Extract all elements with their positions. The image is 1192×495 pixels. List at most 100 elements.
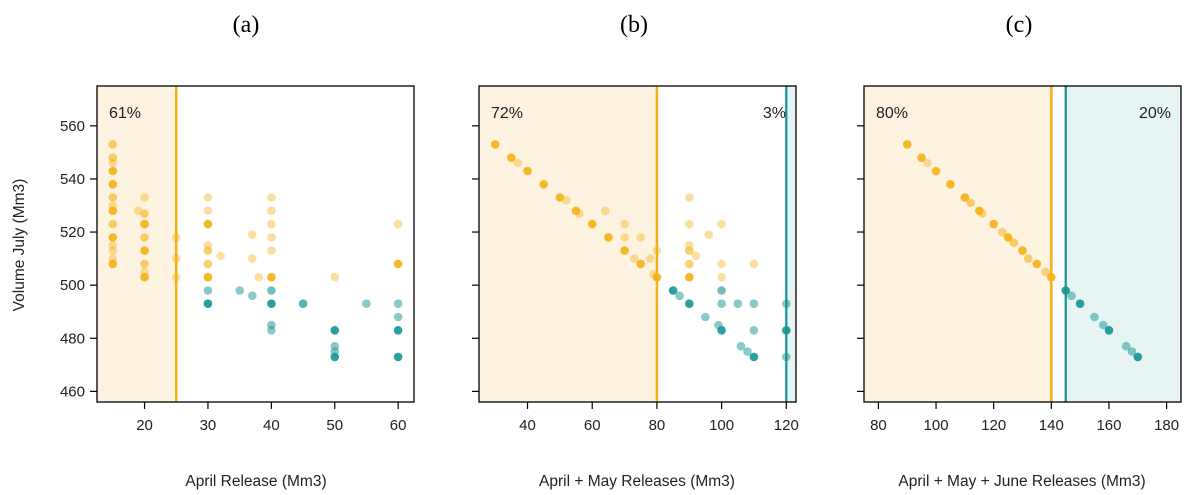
x-tick-label: 50 xyxy=(326,417,343,434)
orange-point xyxy=(108,206,118,216)
orange-point xyxy=(108,241,118,250)
orange-point xyxy=(108,246,118,255)
orange-point xyxy=(507,153,516,162)
orange-point xyxy=(685,272,694,282)
teal-point xyxy=(248,291,257,301)
panel-label-b: (b) xyxy=(620,12,648,38)
x-tick-label: 160 xyxy=(1096,417,1121,434)
orange-point xyxy=(203,272,213,282)
teal-point xyxy=(1104,326,1114,335)
teal-point xyxy=(235,286,244,295)
x-tick-label: 60 xyxy=(390,417,407,434)
orange-point xyxy=(1024,254,1033,263)
teal-point xyxy=(393,326,403,335)
teal-point xyxy=(717,326,726,335)
percent-label-left: 80% xyxy=(876,105,908,122)
y-axis-title: Volume July (Mm3) xyxy=(11,179,28,312)
orange-point xyxy=(140,259,149,269)
orange-point xyxy=(1018,246,1027,255)
teal-point xyxy=(393,352,403,362)
y-tick-label: 480 xyxy=(60,330,85,347)
orange-point xyxy=(203,246,213,255)
x-tick-label: 20 xyxy=(136,417,153,434)
orange-point xyxy=(108,233,118,242)
orange-point xyxy=(267,246,276,255)
orange-point xyxy=(254,272,263,282)
orange-point xyxy=(575,209,584,218)
y-tick-label: 500 xyxy=(60,277,85,294)
orange-point xyxy=(587,219,597,229)
orange-point xyxy=(140,209,149,218)
x-tick-label: 140 xyxy=(1039,417,1064,434)
orange-point xyxy=(717,219,726,229)
orange-point xyxy=(330,272,340,282)
orange-point xyxy=(203,259,213,269)
panel-c: (c) 80% 20% 80 100 120 140 160 180 April + May … xyxy=(857,12,1182,490)
orange-point xyxy=(513,158,523,168)
orange-point xyxy=(989,219,998,229)
orange-point xyxy=(108,153,118,162)
percent-label-right: 20% xyxy=(1139,105,1171,122)
orange-point xyxy=(108,158,118,168)
teal-point xyxy=(1127,347,1137,356)
orange-point xyxy=(977,209,987,218)
orange-point xyxy=(267,272,276,282)
percent-label-left: 61% xyxy=(109,105,141,122)
orange-point xyxy=(248,230,257,239)
y-tick-label: 560 xyxy=(60,118,85,135)
orange-point xyxy=(203,193,213,202)
panel-b-plot: 72% 3% 40 60 80 100 120 xyxy=(472,85,799,434)
orange-point xyxy=(108,140,118,149)
orange-point xyxy=(108,180,118,189)
orange-point xyxy=(1041,267,1050,277)
orange-point xyxy=(490,140,500,149)
orange-point xyxy=(216,251,225,261)
orange-point xyxy=(917,153,926,162)
x-tick-label: 30 xyxy=(200,417,217,434)
teal-point xyxy=(203,299,213,309)
orange-point xyxy=(267,219,276,229)
orange-point xyxy=(931,166,941,176)
x-axis-title-b: April + May Releases (Mm3) xyxy=(539,473,735,490)
teal-point xyxy=(267,326,276,335)
orange-point xyxy=(749,259,759,269)
orange-point xyxy=(604,233,613,242)
teal-point xyxy=(701,312,710,322)
teal-point xyxy=(733,299,743,309)
teal-point xyxy=(1075,299,1085,309)
orange-point xyxy=(646,254,655,263)
orange-point xyxy=(717,272,726,282)
teal-point xyxy=(1098,320,1108,330)
x-tick-label: 100 xyxy=(924,417,949,434)
orange-point xyxy=(717,259,726,269)
x-tick-label: 80 xyxy=(649,417,666,434)
orange-point xyxy=(140,246,149,255)
percent-label-left: 72% xyxy=(491,105,523,122)
teal-point xyxy=(362,299,371,309)
teal-region xyxy=(786,86,796,402)
orange-point xyxy=(140,233,149,242)
teal-point xyxy=(1133,352,1143,362)
orange-point xyxy=(704,230,713,239)
orange-point xyxy=(267,206,276,216)
orange-point xyxy=(691,251,700,261)
orange-point xyxy=(620,219,629,229)
plot-frame xyxy=(863,85,1182,403)
orange-point xyxy=(203,206,213,216)
plot-frame xyxy=(96,85,415,403)
panel-a-plot: 61% 20 30 40 50 60 460 480 500 520 540 560 xyxy=(60,85,415,434)
orange-point xyxy=(685,246,694,255)
panel-b: (b) 72% 3% 40 60 80 100 120 April + May Releas… xyxy=(472,12,799,490)
panel-label-c: (c) xyxy=(1006,12,1033,38)
orange-point xyxy=(523,166,532,176)
teal-point xyxy=(749,326,759,335)
teal-point xyxy=(267,299,276,309)
x-tick-label: 40 xyxy=(263,417,280,434)
teal-point xyxy=(749,352,759,362)
teal-point xyxy=(675,291,684,301)
x-tick-label: 60 xyxy=(584,417,601,434)
orange-point xyxy=(620,246,629,255)
teal-point xyxy=(393,312,403,322)
teal-point xyxy=(1067,291,1076,301)
